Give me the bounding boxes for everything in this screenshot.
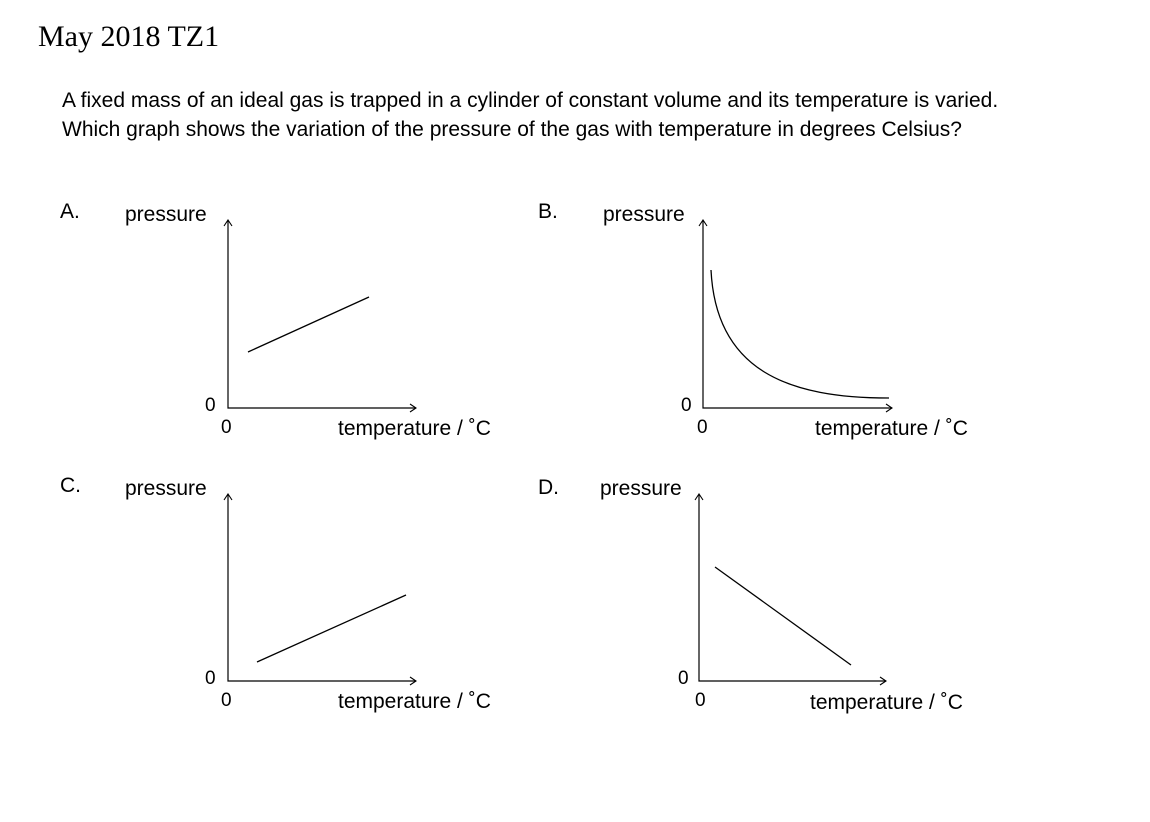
option-b-x-origin-label: 0 [697,417,708,438]
option-b[interactable]: B. pressure 0 0 temperature / ˚C [538,200,968,440]
option-b-y-axis-arrow [698,219,708,227]
option-b-x-axis-arrow [885,403,893,413]
option-b-graph-curve [710,269,890,399]
option-a-y-axis-arrow [223,219,233,227]
option-c-y-origin-label: 0 [205,668,216,689]
option-a-y-axis-label: pressure [125,203,207,226]
option-a-axes [227,221,416,409]
option-d-graph-line [714,566,852,666]
option-c-y-axis-arrow [223,493,233,501]
option-a-letter: A. [60,200,80,223]
option-c[interactable]: C. pressure 0 0 temperature / ˚C [60,474,491,713]
option-d-x-axis-label: temperature / ˚C [810,691,963,714]
option-c-x-axis-label: temperature / ˚C [338,690,491,713]
option-a-x-axis-label: temperature / ˚C [338,417,491,440]
exam-title: May 2018 TZ1 [38,20,220,53]
option-d-axes [698,495,886,682]
option-a-x-axis-arrow [409,403,417,413]
question-text: A fixed mass of an ideal gas is trapped … [62,89,999,141]
option-b-axes [702,221,892,409]
option-d-x-axis-arrow [879,676,887,686]
option-c-y-axis-label: pressure [125,477,207,500]
option-c-graph-line [256,594,407,663]
option-a-y-origin-label: 0 [205,395,216,416]
option-d-y-axis-arrow [694,493,704,501]
option-c-x-axis-arrow [409,676,417,686]
option-b-x-axis-label: temperature / ˚C [815,417,968,440]
option-d-letter: D. [538,476,559,499]
option-d-y-axis-label: pressure [600,477,682,500]
option-b-letter: B. [538,200,558,223]
option-a-x-origin-label: 0 [221,417,232,438]
option-c-letter: C. [60,474,81,497]
option-c-axes [227,495,416,682]
option-a[interactable]: A. pressure 0 0 temperature / ˚C [60,200,491,440]
option-b-y-axis-label: pressure [603,203,685,226]
option-c-x-origin-label: 0 [221,690,232,711]
option-d[interactable]: D. pressure 0 0 temperature / ˚C [538,476,963,714]
option-a-graph-line [247,296,370,353]
option-b-y-origin-label: 0 [681,395,692,416]
option-d-y-origin-label: 0 [678,668,689,689]
option-d-x-origin-label: 0 [695,690,706,711]
